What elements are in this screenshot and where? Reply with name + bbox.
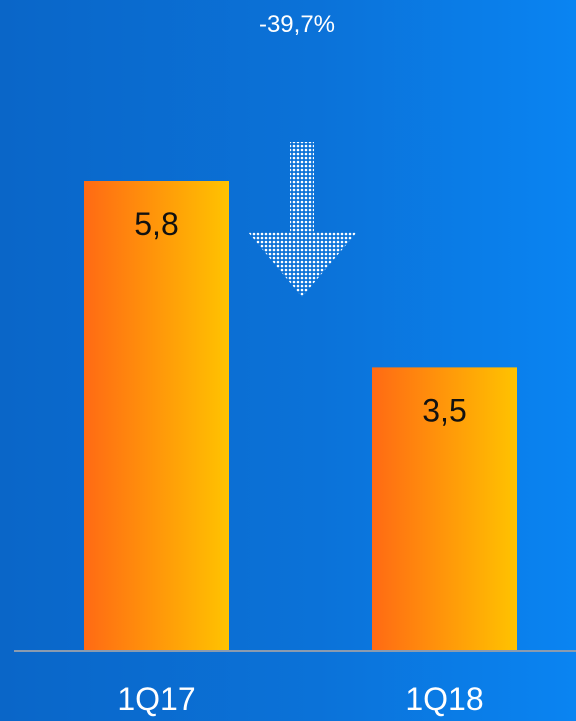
category-label: 1Q17	[117, 681, 195, 717]
bar-1q18	[372, 367, 517, 651]
category-label: 1Q18	[405, 681, 483, 717]
bar-value-label: 3,5	[422, 392, 466, 428]
bar-value-label: 5,8	[134, 206, 178, 242]
change-annotation: -39,7%	[259, 11, 335, 38]
bar-1q17	[84, 181, 229, 651]
bars-group: 5,8 1Q17 3,5 1Q18	[84, 181, 517, 717]
down-arrow-icon	[248, 142, 357, 297]
